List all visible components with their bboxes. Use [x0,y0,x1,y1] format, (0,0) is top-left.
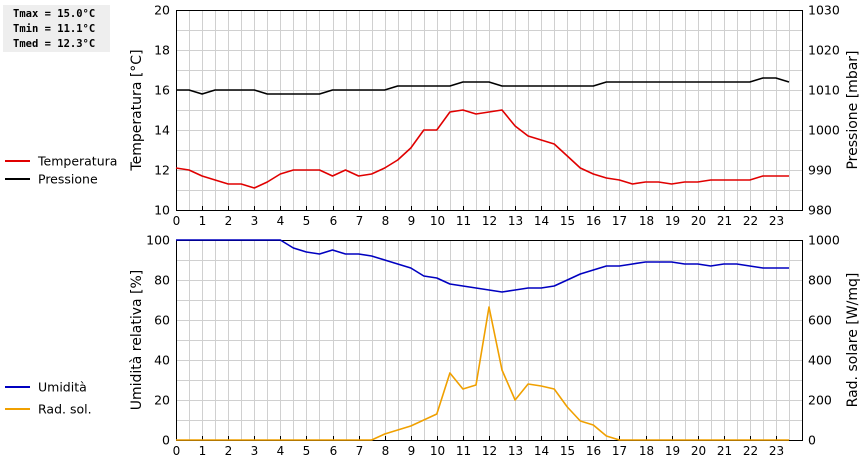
panel2-xtick-label: 2 [225,444,233,458]
panel2-xtick-label: 20 [691,444,706,458]
tmed-label: Tmed = 12.3°C [13,38,96,50]
panel2-ytick-label: 40 [154,353,170,368]
panel2-xtick-label: 6 [330,444,338,458]
panel1-series-temperatura [175,109,789,189]
panel1-xtick-label: 7 [356,214,364,228]
panel2-series-umidit [176,239,789,293]
panel1-ytick-label: 12 [154,163,170,178]
panel2-ytick-right-label: 800 [808,273,832,288]
panel1-ytick-right-label: 1030 [808,3,840,18]
panel2-xtick-label: 11 [456,444,471,458]
panel2-xtick-label: 3 [251,444,259,458]
panel2-ytick-right-label: 1000 [808,233,840,248]
panel1-xtick-label: 18 [639,214,654,228]
panel2-ylabel: Umidità relativa [%] [129,270,145,411]
panel1-xtick-label: 8 [382,214,390,228]
panel2-xtick-label: 13 [508,444,523,458]
panel1-series-pressione [176,77,790,95]
panel1-xtick-label: 19 [665,214,680,228]
panel2-frame [176,240,803,441]
panel2-xtick-label: 19 [665,444,680,458]
panel2-xtick-label: 17 [612,444,627,458]
panel2-ytick-label: 20 [154,393,170,408]
panel2-xtick-label: 22 [743,444,758,458]
panel2-series-rad-sol [176,306,789,441]
panel1-frame [176,10,803,211]
panel2-ytick-right-label: 600 [808,313,832,328]
panel1-ytick-label: 16 [154,83,170,98]
panel1-xtick-label: 3 [251,214,259,228]
panel1-ytick-right-label: 1010 [808,83,840,98]
panel1-xtick-label: 1 [199,214,207,228]
panel1-xtick-label: 17 [612,214,627,228]
stats-box: Tmax = 15.0°C Tmin = 11.1°C Tmed = 12.3°… [3,5,110,52]
panel2-xtick-label: 18 [639,444,654,458]
tmax-label: Tmax = 15.0°C [13,8,96,20]
panel2-xtick-label: 14 [534,444,549,458]
panel1-ylabel-right: Pressione [mbar] [845,50,860,169]
panel1-xtick-label: 6 [330,214,338,228]
panel2-xtick-label: 9 [408,444,416,458]
panel1-xtick-label: 23 [769,214,784,228]
panel1-ytick-label: 20 [154,3,170,18]
panel1-xtick-label: 20 [691,214,706,228]
panel1-ytick-right-label: 1000 [808,123,840,138]
panel2-ytick-label: 80 [154,273,170,288]
panel1-xtick-label: 0 [173,214,181,228]
legend-label-rad-sol: Rad. sol. [38,402,92,417]
panel1-ylabel: Temperatura [°C] [129,49,145,171]
panel2-xtick-label: 4 [277,444,285,458]
panel1-ytick-right-label: 990 [808,163,832,178]
panel2-xtick-label: 16 [586,444,601,458]
panel2-ylabel-right: Rad. solare [W/mq] [845,273,860,408]
panel1-xtick-label: 4 [277,214,285,228]
panel2-xtick-label: 23 [769,444,784,458]
panel1-ytick-label: 18 [154,43,170,58]
panel1-xtick-label: 14 [534,214,549,228]
panel2-ytick-label: 60 [154,313,170,328]
panel1-xtick-label: 2 [225,214,233,228]
panel2-ytick-label: 100 [146,233,170,248]
panel2-ytick-right-label: 0 [808,433,816,448]
panel1-xtick-label: 22 [743,214,758,228]
legend-label-temperatura: Temperatura [37,154,117,169]
tmin-label: Tmin = 11.1°C [13,23,96,35]
panel1-ytick-label: 10 [154,203,170,218]
panel2-xtick-label: 10 [430,444,445,458]
panel1-xtick-label: 5 [303,214,311,228]
panel1-xtick-label: 13 [508,214,523,228]
legend-label-umidit: Umidità [38,380,87,395]
panel2-xtick-label: 21 [717,444,732,458]
panel2-xtick-label: 1 [199,444,207,458]
panel1-ytick-right-label: 1020 [808,43,840,58]
panel1-ytick-label: 14 [154,123,170,138]
panel2-xtick-label: 15 [560,444,575,458]
panel1-xtick-label: 16 [586,214,601,228]
panel2-xtick-label: 5 [303,444,311,458]
panel1-xtick-label: 15 [560,214,575,228]
panel1-xtick-label: 21 [717,214,732,228]
panel1-xtick-label: 9 [408,214,416,228]
panel2-ytick-label: 0 [162,433,170,448]
panel2-xtick-label: 12 [482,444,497,458]
panel2-xtick-label: 0 [173,444,181,458]
panel2-ytick-right-label: 200 [808,393,832,408]
panel2-ytick-right-label: 400 [808,353,832,368]
panel2-xtick-label: 7 [356,444,364,458]
legend-label-pressione: Pressione [38,172,98,187]
panel1-ytick-right-label: 980 [808,203,832,218]
panel1-xtick-label: 12 [482,214,497,228]
panel1-xtick-label: 11 [456,214,471,228]
panel1-xtick-label: 10 [430,214,445,228]
panel2-xtick-label: 8 [382,444,390,458]
